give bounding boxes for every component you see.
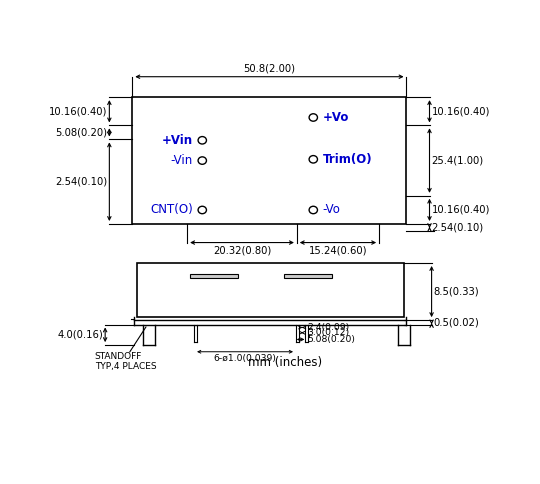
Text: 5.08(0.20): 5.08(0.20) [307,335,355,344]
Text: 3.0(0.12): 3.0(0.12) [307,328,349,337]
Text: 10.16(0.40): 10.16(0.40) [431,106,490,116]
Text: +Vin: +Vin [162,134,193,147]
Text: 15.24(0.60): 15.24(0.60) [309,246,367,256]
Text: 2.54(0.10): 2.54(0.10) [55,177,107,187]
Bar [137,263,404,317]
Text: CNT(O): CNT(O) [150,203,193,216]
Text: 0.5(0.02): 0.5(0.02) [434,318,480,327]
Text: 25.4(1.00): 25.4(1.00) [431,155,484,166]
Text: 6-ø1.0(0.039): 6-ø1.0(0.039) [214,354,276,363]
Text: mm (inches): mm (inches) [248,356,322,369]
Text: -Vin: -Vin [171,154,193,167]
Text: 10.16(0.40): 10.16(0.40) [49,106,107,116]
Text: 4.0(0.16): 4.0(0.16) [57,330,103,340]
Text: 20.32(0.80): 20.32(0.80) [213,246,271,256]
Text: 2.4(0.09): 2.4(0.09) [307,323,349,332]
Bar [190,274,238,278]
Text: Trim(O): Trim(O) [322,153,372,166]
Bar [132,97,407,224]
Text: 2.54(0.10): 2.54(0.10) [431,223,484,232]
Text: -Vo: -Vo [322,203,340,216]
Text: 5.08(0.20): 5.08(0.20) [55,127,107,137]
Text: +Vo: +Vo [322,111,349,124]
Text: 8.5(0.33): 8.5(0.33) [434,287,480,297]
Text: STANDOFF
TYP,4 PLACES: STANDOFF TYP,4 PLACES [94,352,156,371]
Text: 50.8(2.00): 50.8(2.00) [244,63,295,74]
Bar [284,274,332,278]
Text: 10.16(0.40): 10.16(0.40) [431,205,490,215]
